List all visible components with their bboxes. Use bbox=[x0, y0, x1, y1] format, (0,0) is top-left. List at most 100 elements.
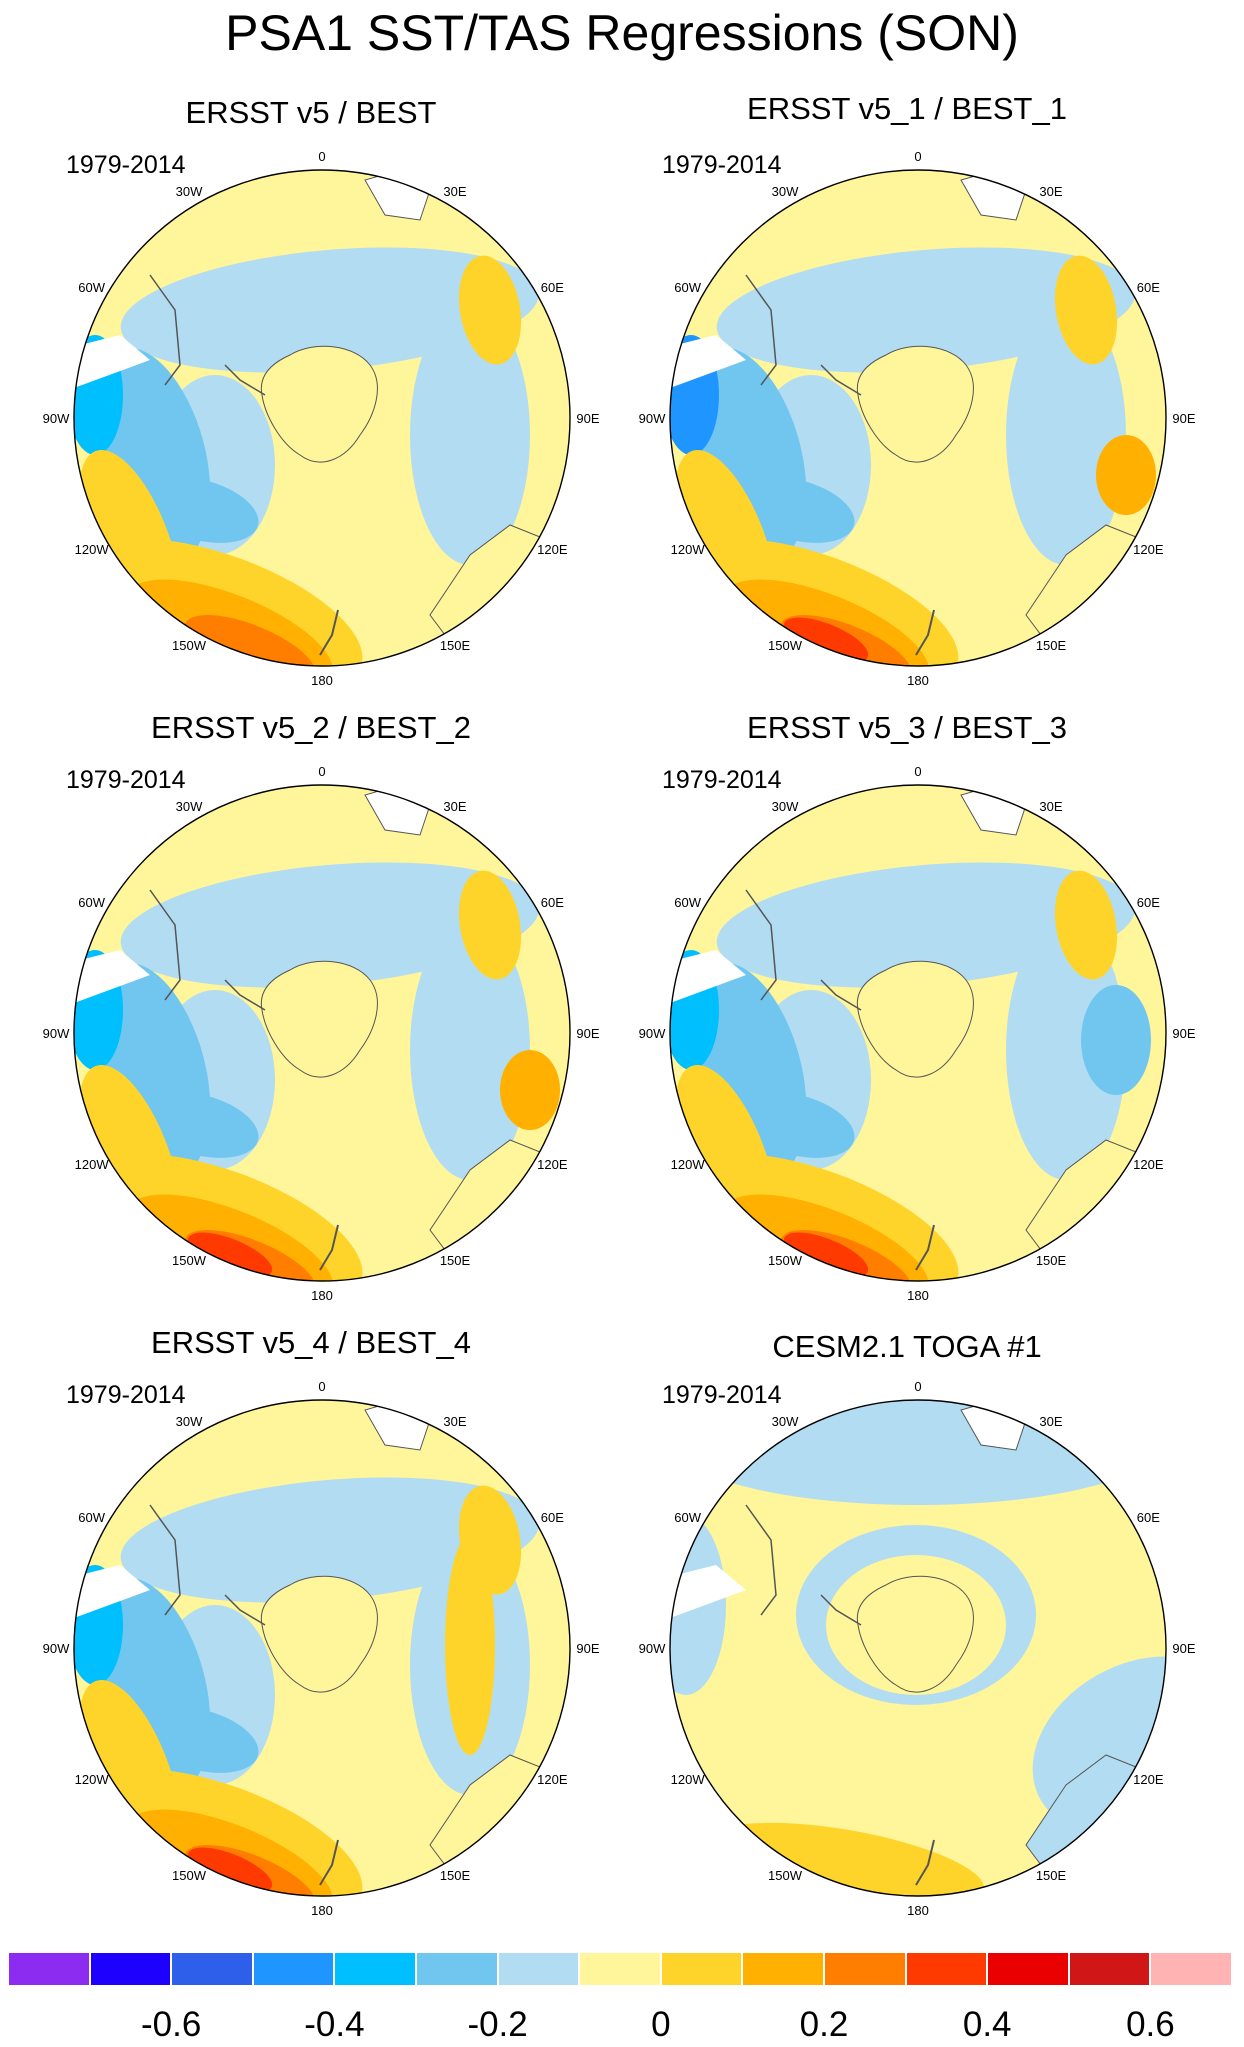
longitude-label: 60E bbox=[1137, 1510, 1160, 1525]
longitude-label: 180 bbox=[907, 673, 929, 688]
longitude-label: 120E bbox=[1133, 1772, 1164, 1787]
colorbar-tick-label: -0.4 bbox=[304, 2005, 365, 2044]
south-america-coast bbox=[745, 274, 777, 386]
field-layer bbox=[74, 785, 570, 1281]
longitude-label: 90W bbox=[639, 1026, 666, 1041]
longitude-label: 60E bbox=[1137, 280, 1160, 295]
south-america-coast bbox=[149, 889, 181, 1001]
longitude-label: 120W bbox=[75, 1157, 110, 1172]
map-boundary bbox=[669, 1399, 1167, 1897]
colorbar-cell bbox=[497, 1952, 580, 1986]
antarctica bbox=[856, 960, 974, 1078]
colorbar-cell bbox=[987, 1952, 1069, 1986]
longitude-label: 150E bbox=[1036, 638, 1067, 653]
longitude-label: 90E bbox=[1172, 1641, 1195, 1656]
longitude-label: 150E bbox=[1036, 1253, 1067, 1268]
longitude-label: 90E bbox=[576, 1026, 599, 1041]
positive-anomaly bbox=[500, 1050, 560, 1130]
south-america-coast bbox=[149, 274, 181, 386]
colorbar-cell bbox=[905, 1952, 988, 1986]
longitude-label: 120W bbox=[671, 1157, 706, 1172]
longitude-label: 90W bbox=[43, 1641, 70, 1656]
longitude-label: 150E bbox=[440, 1868, 471, 1883]
colorbar-cell bbox=[1068, 1952, 1151, 1986]
longitude-label: 150W bbox=[172, 1253, 207, 1268]
longitude-label: 150E bbox=[440, 1253, 471, 1268]
colorbar-cell bbox=[334, 1952, 416, 1986]
south-america-coast bbox=[745, 889, 777, 1001]
positive-anomaly bbox=[184, 615, 316, 666]
south-america-coast bbox=[149, 1504, 181, 1616]
panel-period: 1979-2014 bbox=[66, 766, 186, 794]
positive-anomaly bbox=[458, 870, 522, 980]
longitude-label: 90E bbox=[576, 1641, 599, 1656]
longitude-label: 0 bbox=[318, 149, 325, 164]
negative-anomaly bbox=[1081, 985, 1151, 1095]
longitude-label: 30W bbox=[176, 1414, 203, 1429]
longitude-label: 60W bbox=[78, 280, 105, 295]
colorbar-cell bbox=[742, 1952, 824, 1986]
longitude-label: 30W bbox=[772, 184, 799, 199]
longitude-label: 150W bbox=[172, 1868, 207, 1883]
longitude-label: 30E bbox=[443, 184, 466, 199]
antarctic-peninsula bbox=[820, 364, 862, 396]
colorbar-tick-label: -0.6 bbox=[141, 2005, 202, 2044]
longitude-label: 90W bbox=[639, 1641, 666, 1656]
longitude-label: 0 bbox=[914, 764, 921, 779]
positive-anomaly bbox=[783, 617, 869, 663]
colorbar-cell bbox=[579, 1952, 661, 1986]
antarctic-peninsula bbox=[820, 979, 862, 1011]
colorbar-cell bbox=[416, 1952, 498, 1986]
colorbar-cell bbox=[8, 1952, 90, 1986]
figure-title: PSA1 SST/TAS Regressions (SON) bbox=[225, 5, 1019, 61]
colorbar-cell bbox=[89, 1952, 172, 1986]
negative-anomaly bbox=[141, 477, 259, 543]
longitude-label: 30E bbox=[443, 1414, 466, 1429]
longitude-label: 60W bbox=[674, 1510, 701, 1525]
map-panel: ERSST v5_1 / BEST_1 1979-2014 0 30E 60E 90E… bbox=[596, 91, 1218, 710]
longitude-label: 30E bbox=[443, 799, 466, 814]
panel-title: ERSST v5_2 / BEST_2 bbox=[151, 710, 471, 745]
longitude-label: 90E bbox=[576, 411, 599, 426]
colorbar-cell bbox=[824, 1952, 906, 1986]
map-boundary bbox=[669, 784, 1167, 1282]
longitude-label: 180 bbox=[311, 673, 333, 688]
longitude-label: 120E bbox=[537, 1772, 568, 1787]
panel-title: ERSST v5_4 / BEST_4 bbox=[151, 1325, 471, 1360]
longitude-label: 120E bbox=[537, 542, 568, 557]
longitude-label: 90E bbox=[1172, 1026, 1195, 1041]
negative-anomaly bbox=[410, 920, 530, 1180]
negative-anomaly bbox=[141, 1092, 259, 1158]
panel-period: 1979-2014 bbox=[662, 1381, 782, 1409]
colorbar-cell bbox=[1150, 1952, 1232, 1986]
south-america-coast bbox=[745, 1504, 777, 1616]
map-panel: ERSST v5 / BEST 1979-2014 0 30E 60E 90E 120E… bbox=[0, 95, 622, 710]
field-layer bbox=[74, 1400, 570, 1896]
longitude-label: 120E bbox=[537, 1157, 568, 1172]
longitude-label: 60W bbox=[674, 895, 701, 910]
new-zealand-coast bbox=[915, 609, 935, 656]
longitude-label: 30W bbox=[176, 184, 203, 199]
negative-anomaly bbox=[678, 1400, 1158, 1505]
longitude-label: 120E bbox=[1133, 1157, 1164, 1172]
longitude-label: 30E bbox=[1039, 184, 1062, 199]
antarctica bbox=[260, 1575, 378, 1693]
map-boundary bbox=[73, 784, 571, 1282]
field-layer bbox=[670, 1400, 1166, 1896]
new-zealand-coast bbox=[319, 1839, 339, 1886]
map-panel: ERSST v5_3 / BEST_3 1979-2014 0 30E 60E 90E… bbox=[596, 710, 1218, 1325]
longitude-label: 90W bbox=[43, 1026, 70, 1041]
positive-anomaly bbox=[1096, 435, 1156, 515]
positive-anomaly bbox=[445, 1535, 495, 1755]
negative-anomaly bbox=[737, 477, 855, 543]
longitude-label: 120W bbox=[75, 1772, 110, 1787]
colorbar-tick-label: 0.4 bbox=[962, 2005, 1012, 2044]
field-layer bbox=[670, 785, 1166, 1281]
longitude-label: 120W bbox=[671, 542, 706, 557]
map-boundary bbox=[73, 1399, 571, 1897]
longitude-label: 60E bbox=[1137, 895, 1160, 910]
polar-map: 0 30E 60E 90E 120E 150E 180 150W 120W 90W 60W 30W bbox=[639, 149, 1196, 688]
longitude-label: 150E bbox=[1036, 1868, 1067, 1883]
longitude-label: 180 bbox=[311, 1903, 333, 1918]
longitude-label: 180 bbox=[907, 1903, 929, 1918]
